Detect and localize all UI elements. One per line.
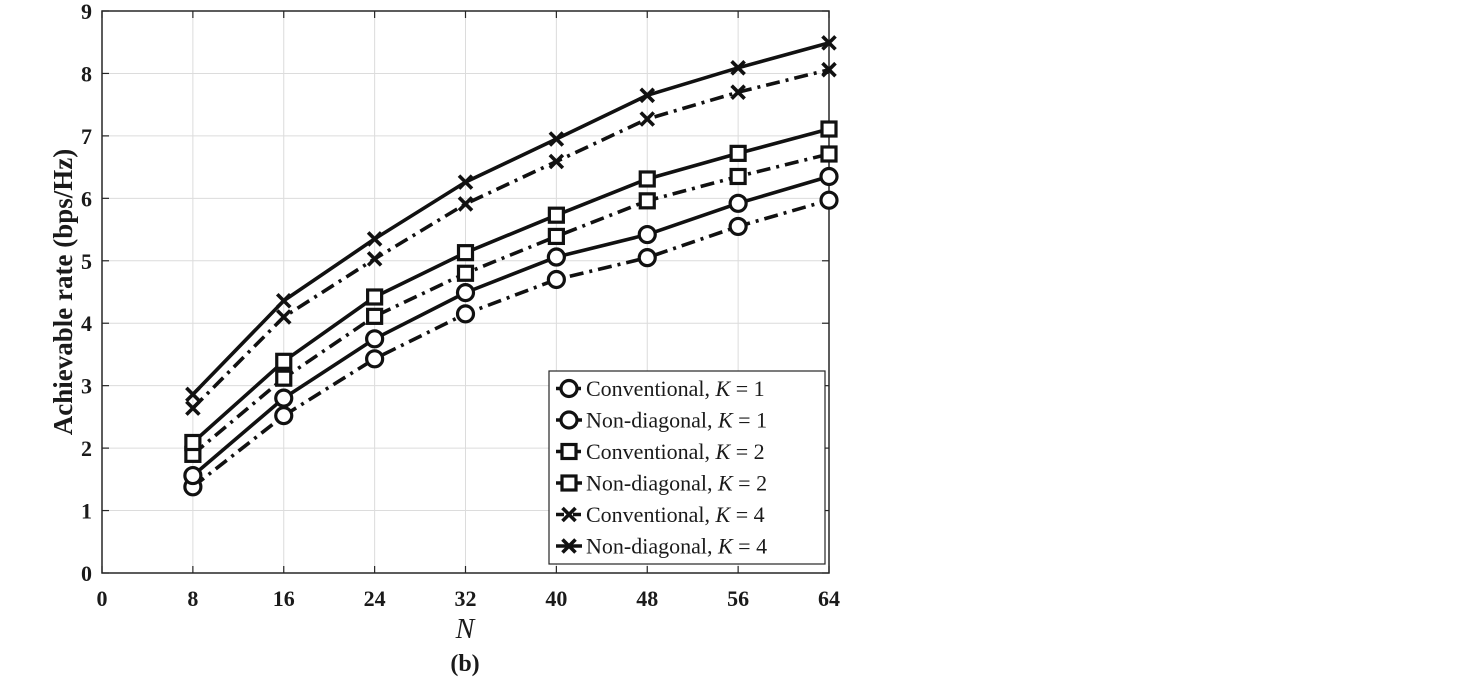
data-point-marker bbox=[729, 167, 747, 186]
legend-entry-label: Non-diagonal, K = 2 bbox=[586, 471, 767, 496]
x-tick-label: 8 bbox=[187, 586, 198, 611]
data-point-marker bbox=[820, 145, 838, 163]
legend-entry-label: Conventional, K = 2 bbox=[586, 439, 765, 464]
data-point-marker bbox=[547, 206, 565, 224]
x-tick-label: 56 bbox=[727, 586, 749, 611]
data-point-marker bbox=[546, 247, 566, 267]
data-point-marker bbox=[366, 251, 383, 267]
data-point-marker bbox=[548, 153, 565, 170]
data-point-marker bbox=[728, 193, 748, 213]
data-point-marker bbox=[639, 111, 656, 127]
data-point-marker bbox=[366, 288, 384, 306]
data-point-marker bbox=[637, 248, 657, 268]
data-point-marker bbox=[365, 329, 385, 349]
y-tick-label: 8 bbox=[81, 61, 92, 86]
x-tick-label: 48 bbox=[636, 586, 658, 611]
data-point-marker bbox=[729, 144, 747, 162]
x-tick-label: 24 bbox=[364, 586, 386, 611]
x-tick-labels: 0 8 16 24 32 40 48 56 64 bbox=[97, 586, 841, 611]
data-point-marker bbox=[456, 264, 475, 282]
legend-marker bbox=[559, 410, 579, 430]
x-tick-label: 40 bbox=[545, 586, 567, 611]
x-tick-label: 64 bbox=[818, 586, 840, 611]
legend-entry-label: Non-diagonal, K = 1 bbox=[586, 408, 767, 433]
data-point-marker bbox=[639, 87, 656, 104]
data-point-marker bbox=[275, 309, 292, 325]
legend-box bbox=[548, 370, 826, 565]
data-point-marker bbox=[819, 166, 839, 187]
data-point-marker bbox=[548, 131, 565, 147]
data-point-marker bbox=[820, 120, 838, 138]
data-point-marker bbox=[275, 292, 292, 309]
y-tick-label: 0 bbox=[81, 561, 92, 586]
data-point-marker bbox=[821, 61, 837, 78]
legend-marker bbox=[561, 506, 577, 523]
data-point-marker bbox=[728, 216, 748, 237]
data-point-marker bbox=[730, 60, 746, 76]
data-point-marker bbox=[185, 386, 201, 403]
data-point-marker bbox=[457, 196, 474, 212]
data-point-marker bbox=[184, 433, 202, 452]
y-tick-label: 9 bbox=[81, 0, 92, 24]
series-line-2 bbox=[191, 174, 830, 477]
legend-entry-label: Non-diagonal, K = 4 bbox=[586, 534, 767, 559]
series-line-3 bbox=[191, 152, 830, 456]
data-point-marker bbox=[638, 192, 656, 210]
data-point-marker bbox=[456, 244, 475, 262]
grid bbox=[102, 11, 829, 573]
y-tick-label: 3 bbox=[81, 374, 92, 399]
data-point-marker bbox=[730, 84, 746, 100]
data-point-marker bbox=[547, 227, 565, 246]
x-axis-label: N bbox=[455, 614, 476, 645]
data-point-marker bbox=[185, 400, 201, 416]
x-tick-label: 16 bbox=[273, 586, 295, 611]
y-tick-label: 5 bbox=[81, 249, 92, 274]
data-point-marker bbox=[637, 224, 657, 245]
legend-marker bbox=[561, 538, 577, 554]
data-point-marker bbox=[819, 190, 839, 210]
y-axis-label: Achievable rate (bps/Hz) bbox=[48, 149, 78, 435]
y-tick-label: 4 bbox=[81, 311, 92, 336]
data-point-marker bbox=[274, 388, 294, 408]
series-markers bbox=[183, 35, 839, 497]
y-tick-labels: 0 1 2 3 4 5 6 7 8 9 bbox=[81, 0, 92, 586]
data-point-marker bbox=[365, 349, 385, 369]
data-point-marker bbox=[457, 174, 474, 190]
y-tick-label: 6 bbox=[81, 186, 92, 211]
figure-caption: (b) bbox=[450, 651, 479, 677]
series-line-5 bbox=[191, 67, 830, 410]
y-tick-label: 1 bbox=[81, 499, 92, 524]
legend-entry-label: Conventional, K = 1 bbox=[586, 376, 765, 401]
y-tick-label: 7 bbox=[81, 124, 92, 149]
x-tick-label: 0 bbox=[97, 586, 108, 611]
y-tick-label: 2 bbox=[81, 436, 92, 461]
legend: Conventional, K = 1 Non-diagonal, K = 1 Co… bbox=[548, 370, 826, 565]
data-point-marker bbox=[455, 283, 476, 303]
data-point-marker bbox=[455, 304, 476, 324]
series-line-6 bbox=[191, 41, 830, 396]
series-lines bbox=[191, 41, 830, 489]
legend-entry-label: Conventional, K = 4 bbox=[586, 502, 765, 527]
x-tick-label: 32 bbox=[455, 586, 477, 611]
legend-marker bbox=[560, 474, 578, 492]
legend-marker bbox=[560, 442, 578, 461]
data-point-marker bbox=[275, 352, 293, 370]
data-point-marker bbox=[183, 465, 203, 486]
data-point-marker bbox=[274, 406, 294, 426]
data-point-marker bbox=[275, 369, 293, 387]
legend-marker bbox=[559, 378, 579, 399]
data-point-marker bbox=[821, 35, 837, 51]
data-point-marker bbox=[638, 170, 656, 188]
data-point-marker bbox=[366, 307, 384, 325]
series-line-4 bbox=[191, 127, 830, 444]
data-point-marker bbox=[366, 231, 383, 247]
data-point-marker bbox=[546, 269, 566, 290]
